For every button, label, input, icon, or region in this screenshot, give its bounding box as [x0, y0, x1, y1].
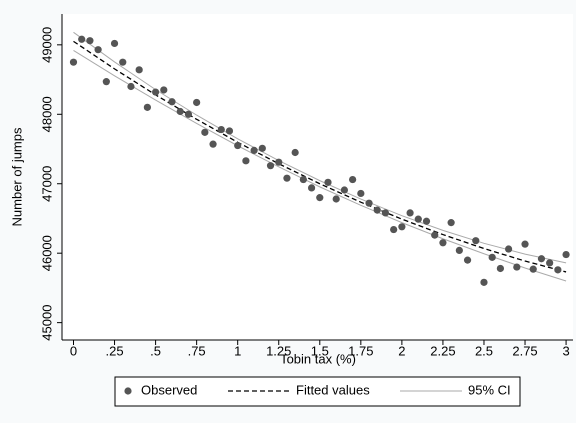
- x-tick-label: .75: [188, 343, 206, 358]
- data-point: [390, 225, 398, 234]
- data-point: [529, 265, 537, 273]
- data-point: [119, 58, 127, 66]
- data-point: [217, 125, 225, 134]
- data-point: [275, 158, 283, 166]
- data-point: [299, 175, 307, 184]
- x-tick-label: 2.25: [430, 343, 455, 358]
- data-point: [496, 264, 504, 273]
- x-axis-label: Tobin tax (%): [280, 351, 356, 366]
- data-point: [176, 107, 184, 116]
- data-point: [365, 199, 373, 207]
- data-point: [431, 231, 439, 239]
- data-point: [151, 88, 160, 96]
- legend-label: Fitted values: [296, 382, 370, 397]
- data-point: [439, 239, 447, 247]
- data-point: [258, 144, 266, 152]
- data-point: [406, 209, 414, 217]
- plot-area: [62, 14, 573, 340]
- y-axis-label: Number of jumps: [9, 127, 24, 226]
- data-point: [78, 35, 86, 43]
- data-point: [521, 240, 529, 248]
- data-point: [69, 58, 78, 66]
- data-point: [480, 278, 488, 286]
- data-point: [455, 246, 463, 255]
- x-tick-label: .5: [150, 343, 161, 358]
- data-point: [86, 37, 94, 45]
- data-point: [447, 219, 455, 227]
- x-tick-label: 1.5: [311, 343, 329, 358]
- data-point: [201, 128, 209, 136]
- data-point: [193, 98, 201, 107]
- data-point: [143, 103, 151, 111]
- y-tick-label: 46000: [39, 235, 54, 271]
- data-point: [225, 127, 234, 135]
- data-point: [316, 194, 324, 202]
- y-tick-label: 47000: [39, 166, 54, 202]
- data-point: [398, 223, 406, 231]
- y-tick-label: 49000: [39, 27, 54, 63]
- data-point: [349, 175, 357, 184]
- data-point: [234, 141, 242, 150]
- data-point: [168, 98, 176, 106]
- data-point: [184, 110, 193, 118]
- data-point: [537, 255, 546, 263]
- x-tick-label: 2: [398, 343, 405, 358]
- x-tick-label: 0: [70, 343, 77, 358]
- data-point: [381, 209, 390, 217]
- legend-marker: [124, 387, 132, 395]
- data-point: [513, 263, 521, 271]
- data-point: [110, 39, 119, 48]
- data-point: [283, 174, 291, 182]
- data-point: [332, 195, 340, 203]
- x-tick-label: 2.5: [475, 343, 493, 358]
- y-tick-label: 45000: [39, 305, 54, 341]
- data-point: [488, 253, 496, 261]
- x-tick-label: 1: [234, 343, 241, 358]
- data-point: [472, 237, 480, 245]
- y-tick-label: 48000: [39, 96, 54, 132]
- data-point: [463, 256, 472, 264]
- data-point: [340, 186, 349, 194]
- data-point: [102, 78, 110, 86]
- legend-label: 95% CI: [468, 382, 511, 397]
- data-point: [94, 46, 102, 54]
- x-tick-label: 1.25: [266, 343, 291, 358]
- data-point: [160, 86, 168, 94]
- x-tick-label: .25: [106, 343, 124, 358]
- data-point: [422, 217, 431, 225]
- ci-lower: [73, 49, 567, 282]
- x-tick-label: 1.75: [348, 343, 373, 358]
- legend-label: Observed: [141, 382, 197, 397]
- x-tick-label: 3: [562, 343, 569, 358]
- data-point: [357, 189, 365, 198]
- data-point: [373, 206, 381, 214]
- data-point: [242, 157, 250, 165]
- data-point: [266, 162, 275, 170]
- data-point: [554, 266, 562, 274]
- data-point: [324, 178, 332, 186]
- data-point: [505, 245, 513, 253]
- x-tick-label: 2.75: [512, 343, 537, 358]
- data-point: [307, 184, 316, 192]
- data-point: [291, 148, 299, 157]
- data-point: [546, 259, 554, 267]
- data-point: [135, 66, 143, 74]
- data-point: [250, 146, 258, 154]
- data-point: [414, 215, 422, 223]
- data-point: [127, 82, 135, 91]
- data-point: [209, 140, 217, 148]
- data-point: [562, 250, 570, 259]
